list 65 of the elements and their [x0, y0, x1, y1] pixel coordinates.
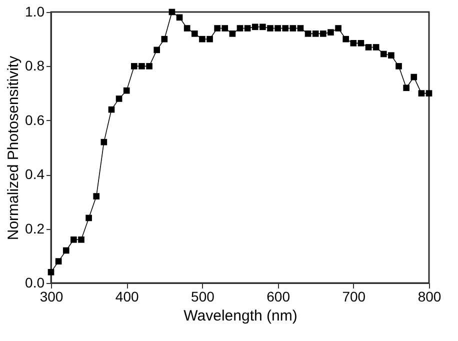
point: [229, 30, 236, 37]
point: [335, 25, 342, 32]
point: [176, 14, 183, 21]
point: [62, 247, 70, 254]
y-tick-label: 0.4: [25, 166, 45, 182]
point: [48, 269, 54, 276]
point: [146, 63, 152, 70]
point: [297, 25, 304, 32]
point: [342, 36, 350, 42]
point: [214, 25, 220, 32]
point: [100, 138, 108, 146]
point: [418, 90, 425, 96]
point: [290, 25, 296, 32]
point: [282, 25, 289, 32]
point: [138, 63, 145, 70]
point: [403, 84, 410, 92]
point: [388, 52, 394, 59]
point: [380, 50, 387, 58]
point: [191, 30, 198, 37]
point: [86, 214, 92, 222]
point: [70, 236, 77, 243]
x-tick-label: 400: [115, 288, 139, 304]
point: [328, 29, 334, 36]
x-tick-label: 300: [40, 288, 64, 304]
point: [304, 30, 312, 37]
point: [131, 63, 138, 70]
point: [410, 74, 418, 80]
x-axis-title: Wavelength (nm): [184, 308, 298, 324]
y-tick-label: 0.8: [25, 58, 45, 74]
point: [236, 25, 244, 32]
point: [267, 25, 274, 32]
point: [78, 236, 84, 243]
point: [184, 25, 190, 32]
point: [350, 40, 357, 46]
point: [168, 8, 176, 16]
point: [320, 30, 326, 37]
point: [396, 63, 402, 70]
point: [222, 25, 228, 32]
point: [244, 25, 251, 32]
y-tick-label: 1.0: [25, 4, 45, 20]
x-tick-label: 800: [418, 288, 442, 304]
y-axis-title: Normalized Photosensitivity: [5, 55, 22, 240]
y-tick-label: 0.0: [25, 274, 45, 290]
y-tick-label: 0.6: [25, 112, 45, 128]
point: [154, 46, 160, 54]
point: [358, 40, 364, 46]
point: [206, 36, 213, 42]
x-tick-label: 700: [342, 288, 366, 304]
point: [274, 25, 281, 32]
x-tick-label: 500: [191, 288, 215, 304]
point: [372, 44, 380, 50]
point: [426, 90, 432, 96]
point: [312, 30, 319, 37]
point: [260, 24, 266, 30]
point: [199, 36, 206, 42]
point: [108, 106, 115, 113]
point: [116, 96, 122, 102]
point: [252, 24, 258, 30]
y-tick-label: 0.2: [25, 220, 45, 236]
point: [161, 36, 168, 42]
point: [55, 258, 62, 264]
point: [365, 44, 372, 50]
x-tick-label: 600: [266, 288, 290, 304]
point: [93, 193, 100, 200]
point: [123, 87, 130, 94]
